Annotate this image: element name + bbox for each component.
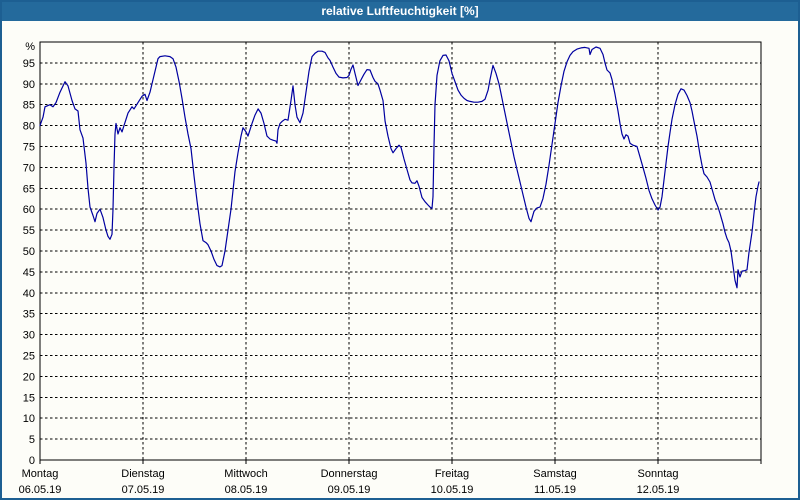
y-tick-label: 45 — [23, 267, 35, 279]
y-tick-label: 70 — [23, 162, 35, 174]
window-title: relative Luftfeuchtigkeit [%] — [321, 4, 479, 18]
y-tick-label: 95 — [23, 58, 35, 70]
y-axis-unit-label: % — [25, 41, 35, 53]
day-date-label: 08.05.19 — [225, 484, 268, 496]
y-gridlines-and-labels: 0 5 10 15 20 25 30 35 40 45 50 55 60 65 70 75 80 85 90 95% — [23, 41, 761, 467]
day-date-label: 09.05.19 — [328, 484, 371, 496]
day-name-label: Mittwoch — [224, 468, 267, 480]
day-name-label: Montag — [22, 468, 59, 480]
y-tick-label: 30 — [23, 330, 35, 342]
x-axis-labels: Montag 06.05.19 Dienstag 07.05.19 Mittwoch 08… — [19, 460, 762, 496]
y-tick-label: 75 — [23, 142, 35, 154]
y-tick-label: 20 — [23, 371, 35, 383]
day-date-label: 07.05.19 — [122, 484, 165, 496]
y-tick-label: 60 — [23, 204, 35, 216]
y-tick-label: 65 — [23, 183, 35, 195]
y-tick-label: 25 — [23, 351, 35, 363]
y-tick-label: 90 — [23, 79, 35, 91]
y-tick-label: 10 — [23, 413, 35, 425]
day-name-label: Freitag — [435, 468, 469, 480]
plot-border — [39, 41, 762, 461]
day-date-label: 10.05.19 — [431, 484, 474, 496]
y-tick-label: 85 — [23, 100, 35, 112]
y-tick-label: 50 — [23, 246, 35, 258]
humidity-series-line — [39, 46, 760, 289]
day-date-label: 11.05.19 — [534, 484, 576, 496]
y-tick-label: 15 — [23, 392, 35, 404]
y-tick-label: 35 — [23, 309, 35, 321]
y-tick-label: 40 — [23, 288, 35, 300]
y-tick-label: 0 — [29, 455, 35, 467]
window-titlebar[interactable]: relative Luftfeuchtigkeit [%] — [2, 2, 798, 21]
day-name-label: Dienstag — [121, 468, 164, 480]
y-tick-label: 55 — [23, 225, 35, 237]
y-tick-label: 80 — [23, 121, 35, 133]
chart-area: 0 5 10 15 20 25 30 35 40 45 50 55 60 65 70 75 80 85 90 95% M… — [2, 21, 798, 498]
day-date-label: 12.05.19 — [637, 484, 680, 496]
day-name-label: Donnerstag — [321, 468, 378, 480]
day-name-label: Sonntag — [638, 468, 679, 480]
day-name-label: Samstag — [533, 468, 576, 480]
day-date-label: 06.05.19 — [19, 484, 62, 496]
y-tick-label: 5 — [29, 434, 35, 446]
humidity-line-chart: 0 5 10 15 20 25 30 35 40 45 50 55 60 65 70 75 80 85 90 95% M… — [19, 41, 762, 496]
